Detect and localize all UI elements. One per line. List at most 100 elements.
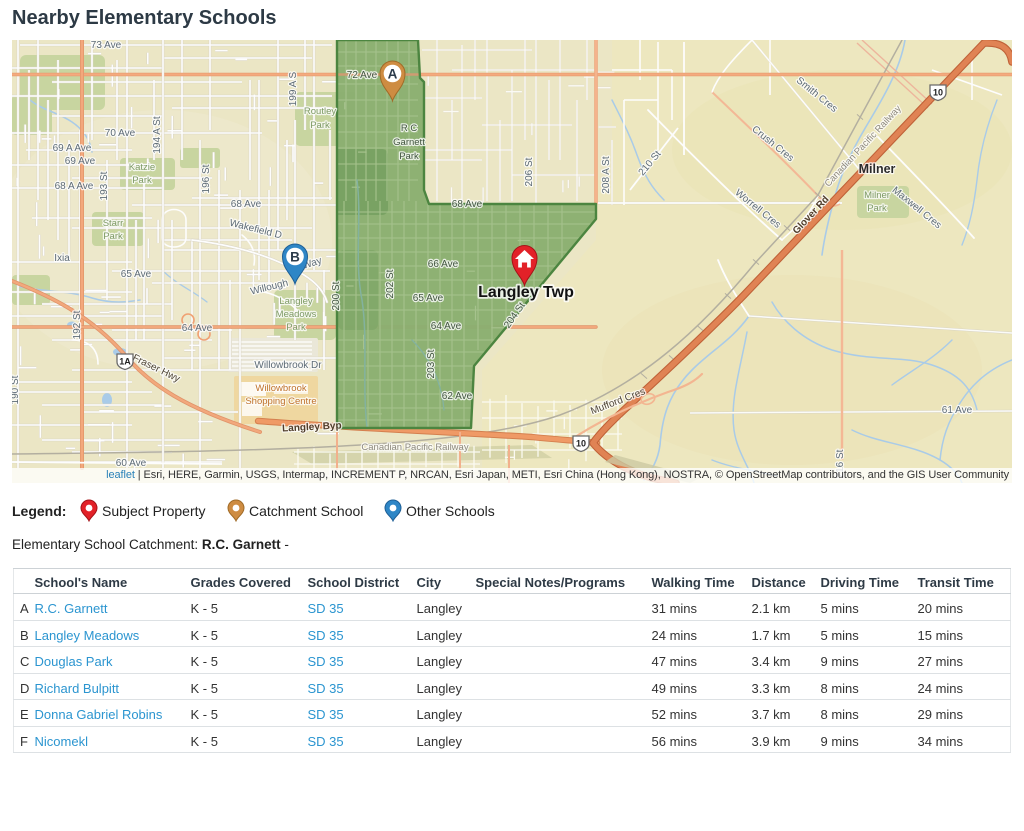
svg-text:Willowbrook Dr: Willowbrook Dr xyxy=(254,360,322,371)
svg-text:60 Ave: 60 Ave xyxy=(116,458,147,469)
svg-text:69 A Ave: 69 A Ave xyxy=(53,143,92,154)
svg-text:Park: Park xyxy=(310,120,330,131)
svg-text:68 A Ave: 68 A Ave xyxy=(55,181,94,192)
svg-text:64 Ave: 64 Ave xyxy=(182,323,213,334)
svg-text:192 St: 192 St xyxy=(72,310,83,339)
svg-text:Milner: Milner xyxy=(859,162,896,176)
svg-text:66 Ave: 66 Ave xyxy=(428,259,459,270)
svg-text:R C: R C xyxy=(401,123,418,134)
svg-text:69 Ave: 69 Ave xyxy=(65,156,96,167)
svg-text:60 Ave: 60 Ave xyxy=(116,458,147,469)
svg-text:193 St: 193 St xyxy=(99,171,110,200)
svg-text:B: B xyxy=(290,249,300,264)
svg-text:Katzie: Katzie xyxy=(129,162,155,173)
svg-text:Shopping Centre: Shopping Centre xyxy=(245,396,316,407)
svg-text:Ixia: Ixia xyxy=(54,253,70,264)
svg-text:69 Ave: 69 Ave xyxy=(65,156,96,167)
svg-text:194 A St: 194 A St xyxy=(152,116,163,153)
svg-text:Park: Park xyxy=(310,120,330,131)
svg-text:Routley: Routley xyxy=(304,106,336,117)
svg-text:Milner: Milner xyxy=(859,162,896,176)
svg-text:Milner: Milner xyxy=(864,190,890,201)
svg-text:203 St: 203 St xyxy=(426,349,437,378)
svg-text:68 A Ave: 68 A Ave xyxy=(55,181,94,192)
svg-text:65 Ave: 65 Ave xyxy=(121,269,152,280)
svg-text:A: A xyxy=(388,66,398,81)
svg-text:65 Ave: 65 Ave xyxy=(413,293,444,304)
svg-text:194 A St: 194 A St xyxy=(152,116,163,153)
svg-text:192 St: 192 St xyxy=(72,310,83,339)
svg-text:Canadian Pacific Railway: Canadian Pacific Railway xyxy=(361,442,468,453)
svg-text:193 St: 193 St xyxy=(99,171,110,200)
svg-text:199 A S: 199 A S xyxy=(288,71,299,106)
svg-text:Park: Park xyxy=(867,203,887,214)
svg-text:208 A St: 208 A St xyxy=(601,156,612,193)
svg-text:73 Ave: 73 Ave xyxy=(91,40,122,51)
svg-text:R C: R C xyxy=(401,123,418,134)
svg-text:10: 10 xyxy=(933,88,943,98)
svg-text:Willowbrook: Willowbrook xyxy=(255,383,306,394)
svg-text:61 Ave: 61 Ave xyxy=(942,405,973,416)
svg-text:Park: Park xyxy=(399,151,419,162)
svg-text:206 St: 206 St xyxy=(524,157,535,186)
svg-text:Shopping Centre: Shopping Centre xyxy=(245,396,316,407)
svg-text:62 Ave: 62 Ave xyxy=(442,391,473,402)
svg-text:Katzie: Katzie xyxy=(129,162,155,173)
svg-text:Garnett: Garnett xyxy=(393,137,425,148)
svg-text:Meadows: Meadows xyxy=(276,309,317,320)
svg-text:65 Ave: 65 Ave xyxy=(413,293,444,304)
svg-text:208 A St: 208 A St xyxy=(601,156,612,193)
svg-text:70 Ave: 70 Ave xyxy=(105,128,136,139)
svg-text:Meadows: Meadows xyxy=(276,309,317,320)
svg-text:Starr: Starr xyxy=(103,218,124,229)
svg-text:72 Ave: 72 Ave xyxy=(347,70,378,81)
svg-text:Park: Park xyxy=(103,231,123,242)
svg-text:Routley: Routley xyxy=(304,106,336,117)
svg-text:64 Ave: 64 Ave xyxy=(431,321,462,332)
svg-text:68 Ave: 68 Ave xyxy=(231,199,262,210)
svg-text:Park: Park xyxy=(103,231,123,242)
svg-text:Starr: Starr xyxy=(103,218,124,229)
svg-text:196 St: 196 St xyxy=(201,164,212,193)
svg-text:64 Ave: 64 Ave xyxy=(182,323,213,334)
svg-text:1A: 1A xyxy=(119,357,131,367)
svg-text:64 Ave: 64 Ave xyxy=(431,321,462,332)
svg-text:Langley Twp: Langley Twp xyxy=(478,284,574,301)
svg-text:Park: Park xyxy=(286,322,306,333)
svg-text:72 Ave: 72 Ave xyxy=(347,70,378,81)
svg-text:61 Ave: 61 Ave xyxy=(942,405,973,416)
svg-text:Park: Park xyxy=(867,203,887,214)
svg-text:Park: Park xyxy=(132,175,152,186)
svg-text:202 St: 202 St xyxy=(385,269,396,298)
svg-text:200 St: 200 St xyxy=(331,281,342,310)
svg-text:Langley Byp: Langley Byp xyxy=(282,420,342,434)
svg-text:62 Ave: 62 Ave xyxy=(442,391,473,402)
svg-text:Park: Park xyxy=(132,175,152,186)
svg-text:Langley Twp: Langley Twp xyxy=(478,284,574,301)
svg-text:200 St: 200 St xyxy=(331,281,342,310)
svg-text:190 St: 190 St xyxy=(12,375,21,404)
svg-text:65 Ave: 65 Ave xyxy=(121,269,152,280)
svg-text:Park: Park xyxy=(399,151,419,162)
svg-text:196 St: 196 St xyxy=(201,164,212,193)
svg-text:70 Ave: 70 Ave xyxy=(105,128,136,139)
svg-text:Garnett: Garnett xyxy=(393,137,425,148)
svg-text:203 St: 203 St xyxy=(426,349,437,378)
svg-text:206 St: 206 St xyxy=(524,157,535,186)
svg-text:216 St: 216 St xyxy=(835,449,846,478)
svg-text:Langley: Langley xyxy=(279,296,313,307)
svg-text:Canadian Pacific Railway: Canadian Pacific Railway xyxy=(361,442,468,453)
svg-text:69 A Ave: 69 A Ave xyxy=(53,143,92,154)
svg-text:202 St: 202 St xyxy=(385,269,396,298)
svg-text:73 Ave: 73 Ave xyxy=(91,40,122,51)
svg-text:Langley Byp: Langley Byp xyxy=(282,420,342,434)
svg-text:199 A S: 199 A S xyxy=(288,71,299,106)
svg-text:Langley: Langley xyxy=(279,296,313,307)
svg-text:Milner: Milner xyxy=(864,190,890,201)
svg-text:68 Ave: 68 Ave xyxy=(231,199,262,210)
svg-text:Willowbrook Dr: Willowbrook Dr xyxy=(254,360,322,371)
svg-text:66 Ave: 66 Ave xyxy=(428,259,459,270)
svg-text:68 Ave: 68 Ave xyxy=(452,199,483,210)
svg-text:68 Ave: 68 Ave xyxy=(452,199,483,210)
svg-text:190 St: 190 St xyxy=(12,375,21,404)
